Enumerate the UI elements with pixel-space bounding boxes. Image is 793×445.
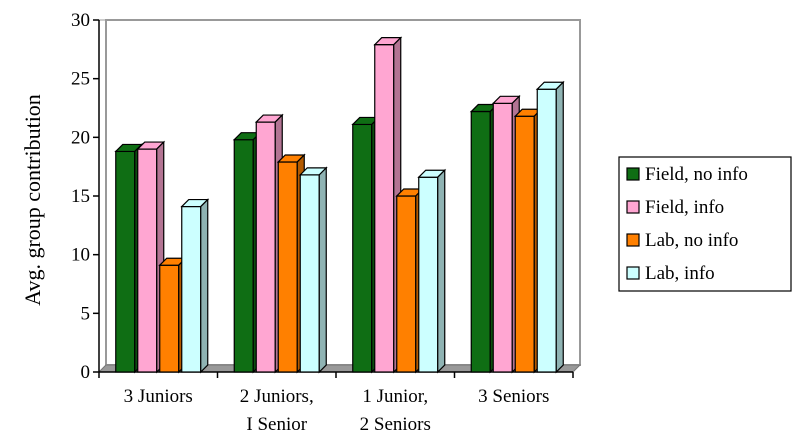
y-tick-label: 15 — [71, 186, 90, 207]
legend-swatch — [626, 233, 640, 247]
legend-label: Field, no info — [645, 164, 748, 185]
legend-label: Field, info — [645, 197, 724, 218]
y-axis-label: Avg. group contribution — [20, 94, 45, 306]
legend-item: Lab, info — [626, 263, 715, 284]
bar-side — [200, 198, 209, 374]
bar-front — [470, 110, 491, 373]
y-tick-label: 0 — [81, 362, 91, 383]
bar-front — [181, 205, 202, 373]
x-axis: 3 Juniors 2 Juniors, I Senior 1 Junior, 2 Se… — [98, 371, 574, 435]
bar-front — [536, 88, 557, 373]
bar-front — [277, 161, 298, 373]
legend-swatch — [626, 167, 640, 181]
bar-front — [115, 150, 136, 373]
bar-front — [514, 115, 535, 373]
bar-front — [299, 174, 320, 373]
y-axis: 0 5 10 15 20 25 30 — [71, 10, 100, 383]
bar-front — [396, 195, 417, 373]
legend-item: Lab, no info — [626, 230, 738, 251]
x-category-label: 3 Seniors — [478, 386, 549, 407]
bar-front — [352, 123, 373, 373]
x-category-label: 2 Juniors, I Senior — [240, 386, 314, 435]
bar-front — [492, 102, 513, 373]
y-tick-label: 30 — [71, 10, 90, 31]
bar-front — [159, 264, 180, 373]
bar — [417, 168, 447, 374]
y-tick-label: 20 — [71, 127, 90, 148]
bar-front — [255, 121, 276, 373]
x-category-label: 1 Junior, 2 Seniors — [360, 386, 431, 435]
y-tick-label: 5 — [81, 303, 91, 324]
bar-front — [233, 139, 254, 373]
left-wall — [98, 19, 107, 374]
legend-swatch — [626, 266, 640, 280]
x-category-label: 3 Juniors — [124, 386, 193, 407]
y-tick-label: 25 — [71, 69, 90, 90]
bar — [180, 198, 210, 374]
legend: Field, no info Field, info Lab, no info Lab… — [618, 156, 792, 292]
bar-front — [418, 176, 439, 373]
legend-box — [618, 156, 792, 292]
y-tick-label: 10 — [71, 245, 90, 266]
legend-label: Lab, no info — [645, 230, 738, 251]
bar — [535, 80, 565, 374]
bar-side — [555, 80, 564, 374]
bar-front — [137, 148, 158, 373]
bar-side — [437, 168, 446, 374]
legend-item: Field, no info — [626, 164, 748, 185]
legend-label: Lab, info — [645, 263, 715, 284]
bars — [114, 36, 565, 374]
bar — [298, 166, 328, 374]
bar-side — [318, 166, 327, 374]
legend-swatch — [626, 200, 640, 214]
bar-front — [374, 44, 395, 373]
legend-item: Field, info — [626, 197, 724, 218]
